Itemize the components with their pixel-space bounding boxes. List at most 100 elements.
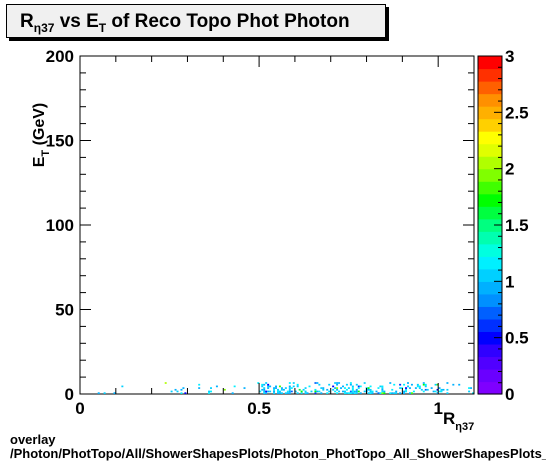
- heatmap-cell: [113, 392, 116, 394]
- heatmap-cell: [440, 390, 443, 393]
- heatmap-cell: [267, 387, 270, 389]
- heatmap-cell: [286, 390, 289, 393]
- heatmap-cell: [424, 385, 427, 388]
- palette-band: [478, 106, 502, 120]
- heatmap-cell: [269, 390, 272, 393]
- heatmap-cell: [418, 387, 421, 389]
- heatmap-cell: [353, 390, 356, 393]
- heatmap-cell: [422, 382, 425, 384]
- palette-band: [478, 331, 502, 345]
- heatmap-cell: [263, 383, 266, 386]
- palette-band: [478, 181, 502, 195]
- heatmap-cell: [446, 382, 449, 384]
- heatmap-cell: [198, 387, 201, 389]
- heatmap-cell: [328, 383, 331, 386]
- heatmap-cell: [334, 390, 337, 393]
- palette-band: [478, 281, 502, 295]
- z-tick-label: 0.5: [505, 329, 529, 348]
- heatmap-cell: [424, 383, 427, 386]
- heatmap-cell: [210, 390, 212, 393]
- heatmap-cell: [381, 385, 384, 388]
- heatmap-cell: [369, 385, 372, 388]
- heatmap-cell: [381, 387, 384, 389]
- heatmap-cell: [263, 390, 266, 393]
- heatmap-cell: [267, 390, 270, 393]
- heatmap-cell: [418, 385, 421, 388]
- y-axis-label: ET (GeV): [31, 103, 52, 168]
- z-tick-label: 2: [505, 160, 514, 179]
- footer-line1: overlay: [10, 432, 56, 447]
- heatmap-cell: [334, 382, 337, 384]
- heatmap-cell: [198, 383, 201, 386]
- heatmap-cell: [407, 385, 409, 388]
- heatmap-cell: [357, 385, 360, 388]
- heatmap-cell: [357, 387, 360, 389]
- palette-band: [478, 243, 502, 257]
- title-box: [6, 4, 386, 38]
- x-tick-label: 0.5: [247, 399, 271, 418]
- heatmap-cell: [280, 387, 283, 389]
- footer-line2: /Photon/PhotTopo/All/ShowerShapesPlots/P…: [10, 446, 546, 461]
- heatmap-cell: [336, 383, 339, 386]
- heatmap-cell: [233, 385, 236, 388]
- heatmap-cell: [405, 387, 408, 389]
- heatmap-cell: [97, 392, 100, 394]
- heatmap-cell: [292, 385, 295, 388]
- heatmap-cell: [304, 390, 307, 393]
- heatmap-cell: [288, 382, 291, 384]
- heatmap-cell: [322, 388, 325, 391]
- heatmap-cell: [389, 382, 392, 384]
- heatmap-cell: [273, 390, 276, 393]
- heatmap-cell: [434, 383, 437, 386]
- heatmap-cell: [353, 392, 356, 394]
- y-tick-label: 50: [55, 301, 74, 320]
- palette-band: [478, 306, 502, 320]
- palette-band: [478, 81, 502, 95]
- heatmap-cell: [286, 392, 289, 394]
- heatmap-cell: [375, 390, 378, 393]
- heatmap-cell: [215, 385, 218, 388]
- heatmap-cell: [290, 390, 293, 393]
- heatmap-cell: [277, 388, 279, 391]
- heatmap-cell: [336, 387, 339, 389]
- heatmap-cell: [184, 392, 187, 394]
- palette-band: [478, 368, 502, 383]
- heatmap-cell: [369, 392, 372, 394]
- heatmap-cell: [278, 390, 281, 393]
- color-palette: 0 0.5 1 1.5 2 2.5 3: [477, 47, 529, 404]
- heatmap-cell: [338, 390, 341, 393]
- heatmap-cell: [308, 385, 311, 388]
- heatmap-cell: [407, 382, 409, 384]
- palette-band: [478, 268, 502, 282]
- heatmap-cell: [440, 388, 443, 391]
- heatmap-cell: [261, 383, 264, 386]
- heatmap-cell: [416, 385, 419, 388]
- heatmap-cell: [261, 385, 264, 388]
- heatmap-cell: [282, 388, 285, 391]
- heatmap-cell: [446, 388, 449, 391]
- heatmap-cell: [393, 392, 396, 394]
- heatmap-cells: [97, 382, 474, 394]
- heatmap-cell: [261, 388, 264, 391]
- heatmap-cell: [180, 388, 183, 391]
- z-tick-label: 3: [505, 47, 514, 66]
- palette-band: [478, 143, 502, 157]
- palette-band: [478, 131, 502, 145]
- heatmap-cell: [349, 382, 352, 384]
- heatmap-cell: [458, 383, 461, 386]
- heatmap-cell: [338, 382, 341, 384]
- heatmap-cell: [182, 387, 185, 389]
- heatmap-cell: [405, 388, 408, 391]
- palette-band: [478, 318, 502, 333]
- heatmap-cell: [410, 383, 413, 386]
- heatmap-cell: [320, 392, 323, 394]
- heatmap-cell: [320, 387, 323, 389]
- palette-band: [478, 293, 502, 307]
- heatmap-cell: [332, 385, 335, 388]
- heatmap-cell: [408, 387, 411, 389]
- heatmap-cell: [296, 383, 299, 386]
- heatmap-cell: [273, 387, 276, 389]
- heatmap-cell: [310, 390, 313, 393]
- heatmap-cell: [292, 382, 295, 384]
